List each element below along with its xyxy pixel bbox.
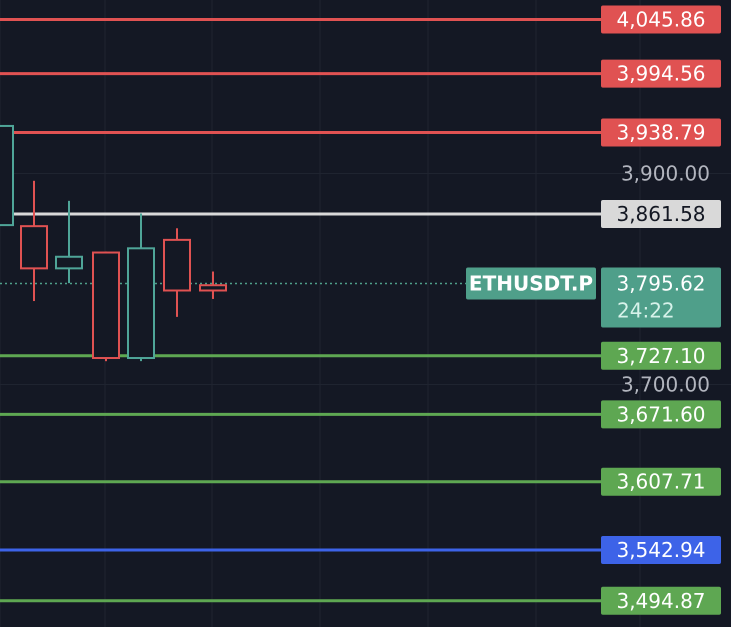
level-tag-label-0: 4,045.86	[616, 8, 705, 32]
candle-body-4	[127, 247, 155, 360]
level-tag-2[interactable]: 3,938.79	[601, 118, 721, 147]
last-price-tag-bg	[601, 267, 721, 328]
candle-body-0	[0, 124, 14, 227]
level-tag-8[interactable]: 3,494.87	[601, 586, 721, 615]
candle-3[interactable]	[92, 251, 120, 362]
level-tag-label-3: 3,861.58	[616, 202, 705, 226]
level-tag-label-1: 3,994.56	[616, 62, 705, 86]
axis-label-0: 3,900.00	[621, 161, 710, 185]
level-tag-bg-5	[601, 400, 721, 429]
level-tag-label-5: 3,671.60	[616, 402, 705, 426]
candle-body-3	[92, 251, 120, 360]
level-tag-1[interactable]: 3,994.56	[601, 59, 721, 88]
candle-5[interactable]	[163, 228, 191, 317]
candle-6[interactable]	[199, 271, 227, 299]
candle-1[interactable]	[20, 180, 48, 302]
candle-2[interactable]	[55, 200, 83, 284]
level-tag-label-4: 3,727.10	[616, 344, 705, 368]
level-tag-bg-1	[601, 59, 721, 88]
candle-body-1	[20, 225, 48, 270]
symbol-label: ETHUSDT.P	[469, 272, 593, 296]
level-tag-bg-4	[601, 341, 721, 370]
candle-body-5	[163, 238, 191, 292]
countdown-label: 24:22	[617, 299, 675, 323]
last-price-tag[interactable]: 3,795.62 24:22	[601, 267, 721, 328]
level-tag-6[interactable]: 3,607.71	[601, 467, 721, 496]
symbol-tag-bg	[466, 267, 596, 300]
level-tag-bg-2	[601, 118, 721, 147]
level-tag-bg-3	[601, 199, 721, 228]
level-tag-bg-0	[601, 5, 721, 34]
level-tag-label-8: 3,494.87	[616, 589, 705, 613]
candle-body-6	[199, 284, 227, 292]
level-tag-7[interactable]: 3,542.94	[601, 536, 721, 565]
level-tag-label-6: 3,607.71	[616, 470, 705, 494]
level-tag-0[interactable]: 4,045.86	[601, 5, 721, 34]
level-tag-bg-6	[601, 467, 721, 496]
level-tag-bg-7	[601, 536, 721, 565]
level-tag-3[interactable]: 3,861.58	[601, 199, 721, 228]
level-tag-bg-8	[601, 586, 721, 615]
level-tag-label-2: 3,938.79	[616, 120, 705, 144]
last-price-label: 3,795.62	[616, 272, 705, 296]
candle-0[interactable]	[0, 124, 14, 227]
symbol-tag[interactable]: ETHUSDT.P	[466, 267, 596, 300]
level-tag-4[interactable]: 3,727.10	[601, 341, 721, 370]
candle-body-2	[55, 255, 83, 270]
candle-4[interactable]	[127, 213, 155, 362]
level-tag-label-7: 3,542.94	[616, 538, 705, 562]
level-tag-5[interactable]: 3,671.60	[601, 400, 721, 429]
axis-label-1: 3,700.00	[621, 372, 710, 396]
